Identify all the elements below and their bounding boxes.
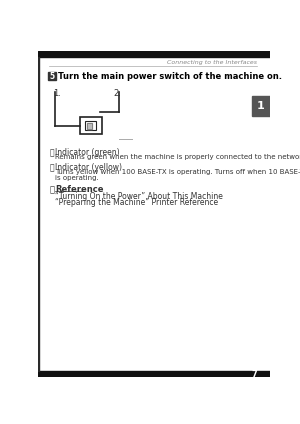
Text: Ⓐ: Ⓐ: [49, 148, 54, 157]
Text: 2.: 2.: [113, 89, 121, 98]
Text: Indicator (green): Indicator (green): [55, 148, 120, 157]
Text: 1: 1: [257, 100, 265, 111]
Bar: [85, 121, 96, 130]
Text: Remains green when the machine is properly connected to the network.: Remains green when the machine is proper…: [55, 154, 300, 160]
Text: is operating.: is operating.: [55, 175, 99, 181]
Bar: [87, 123, 92, 128]
Text: Ⓑ: Ⓑ: [49, 163, 54, 172]
Bar: [38, 51, 270, 57]
Text: “Turning On the Power” About This Machine: “Turning On the Power” About This Machin…: [55, 192, 223, 201]
Bar: [38, 57, 39, 371]
Text: Reference: Reference: [55, 185, 104, 194]
Bar: [252, 95, 270, 116]
Text: 5: 5: [50, 72, 55, 81]
Text: 7: 7: [251, 370, 257, 379]
Bar: [87, 123, 92, 128]
Text: “Preparing the Machine” Printer Reference: “Preparing the Machine” Printer Referenc…: [55, 198, 218, 207]
Text: Turn the main power switch of the machine on.: Turn the main power switch of the machin…: [58, 72, 282, 81]
Text: Indicator (yellow): Indicator (yellow): [55, 163, 122, 172]
Bar: [38, 371, 270, 377]
Text: 🔑: 🔑: [49, 185, 54, 194]
Bar: [80, 117, 102, 134]
Text: Connecting to the Interfaces: Connecting to the Interfaces: [167, 60, 257, 65]
Text: 1.: 1.: [53, 89, 61, 98]
Text: Turns yellow when 100 BASE-TX is operating. Turns off when 10 BASE-T: Turns yellow when 100 BASE-TX is operati…: [55, 170, 300, 176]
Bar: [48, 73, 56, 80]
